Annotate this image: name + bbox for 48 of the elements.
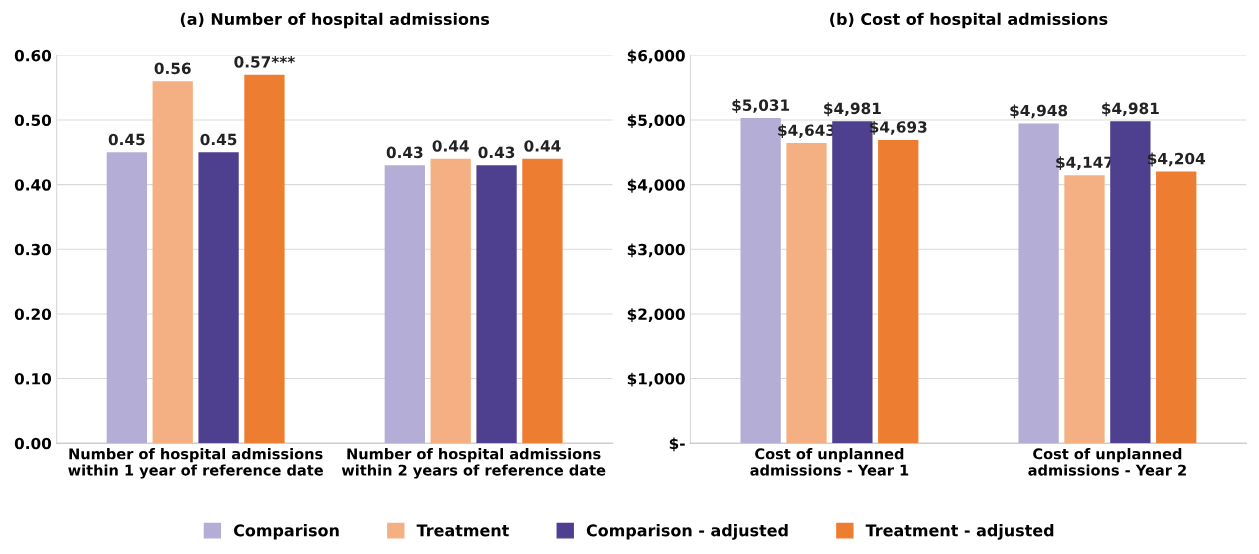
x-tick-label: Cost of unplanned admissions - Year 1 <box>750 448 909 476</box>
y-tick-label: $4,000 <box>627 178 685 193</box>
legend-label: Comparison <box>233 524 339 540</box>
y-tick-label: 0.20 <box>14 308 52 320</box>
data-label: 0.45 <box>108 133 145 146</box>
bar <box>106 152 147 444</box>
data-label: 0.43 <box>478 146 515 159</box>
data-label: 0.57*** <box>234 56 295 68</box>
y-tick-label: $3,000 <box>627 243 685 258</box>
data-label: $4,948 <box>1010 104 1068 119</box>
bar <box>152 81 193 444</box>
bar <box>244 74 285 444</box>
bar <box>430 158 471 444</box>
y-tick-label: $1,000 <box>627 372 685 387</box>
legend-label: Comparison - adjusted <box>586 524 788 540</box>
x-tick-label: Number of hospital admissions within 2 years of reference date <box>341 448 606 479</box>
legend-label: Treatment <box>416 524 509 537</box>
bar <box>522 158 563 444</box>
y-tick-label: 0.30 <box>14 243 52 256</box>
bar <box>878 139 919 444</box>
data-label: 0.45 <box>200 133 237 146</box>
y-tick-label: 0.40 <box>14 179 52 191</box>
data-label: 0.56 <box>154 62 191 75</box>
y-tick-label: $2,000 <box>627 308 685 322</box>
y-tick-label: 0.50 <box>14 114 52 127</box>
bar <box>198 152 239 444</box>
data-label: $4,981 <box>824 102 881 117</box>
y-tick-label: $6,000 <box>627 49 685 64</box>
chart-title: (a) Number of hospital admissions <box>180 12 490 29</box>
bar <box>1064 175 1105 444</box>
y-tick-label: 0.00 <box>14 437 52 450</box>
data-label: 0.44 <box>524 140 561 152</box>
y-tick-label: $5,000 <box>627 114 685 129</box>
bar <box>786 143 827 444</box>
chart-title: (b) Cost of hospital admissions <box>830 12 1108 29</box>
y-tick-label: 0.60 <box>14 49 52 62</box>
data-label: 0.44 <box>432 140 469 152</box>
bar <box>384 165 425 444</box>
bar <box>476 165 517 444</box>
data-label: $4,981 <box>1102 102 1159 117</box>
legend-label: Treatment - adjusted <box>865 524 1054 540</box>
x-tick-label: Number of hospital admissions within 1 year of reference date <box>68 448 323 479</box>
bar <box>1156 171 1197 444</box>
y-tick-label: $- <box>669 437 685 452</box>
x-tick-label: Cost of unplanned admissions - Year 2 <box>1028 448 1186 476</box>
y-tick-label: 0.10 <box>14 373 52 385</box>
data-label: 0.43 <box>386 146 423 159</box>
data-label: $5,031 <box>732 99 790 113</box>
